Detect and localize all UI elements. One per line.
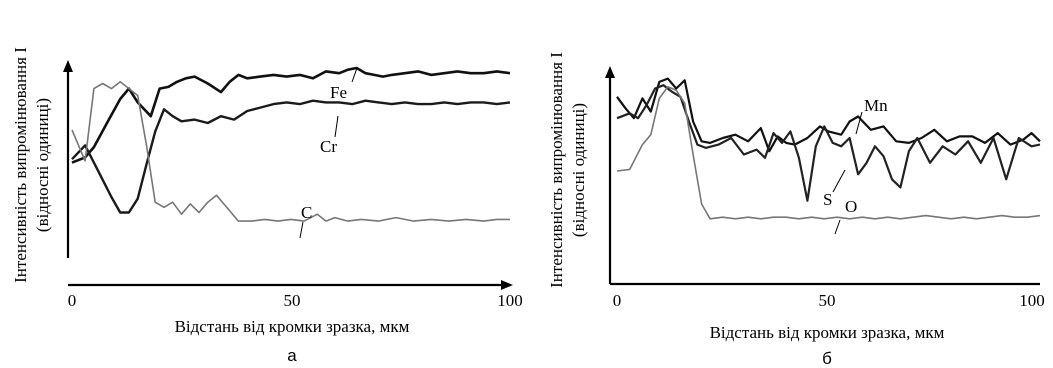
panel-b-leader-mn [856,112,862,134]
panel-b-y-axis-unit-label: (відносні одиниці) [569,103,588,237]
panel-a-chart: Інтенсивність випромінювання І (відносні… [11,47,523,365]
panel-b-label-mn: Mn [864,96,888,115]
panel-a-x-axis-label: Відстань від кромки зразка, мкм [175,317,410,336]
panel-a-y-axis-unit-label: (відносні одиниці) [33,98,52,232]
panel-b-y-axis-label: Інтенсивність випромінювання І [547,52,566,288]
panel-b-leader-o [835,220,840,234]
panel-b-label-s: S [823,190,832,209]
panel-a-x-tick-50: 50 [284,291,301,310]
panel-b-x-tick-0: 0 [613,291,622,310]
panel-b-x-axis-label: Відстань від кромки зразка, мкм [710,323,945,342]
panel-a-y-axis-label: Інтенсивність випромінювання І [11,47,30,283]
panel-b-chart: Інтенсивність випромінювання І (відносні… [547,52,1045,368]
panel-b-y-axis-arrow [605,66,615,78]
panel-b-label: б [822,349,832,368]
panel-b-x-tick-100: 100 [1019,291,1045,310]
panel-a-series-group [72,68,510,221]
panel-a-leader-cr [335,116,338,137]
panel-a-x-axis-arrow [501,280,513,290]
panel-a-label-fe: Fe [330,83,347,102]
panel-b-label-o: O [845,197,857,216]
panel-b-x-tick-50: 50 [819,291,836,310]
panel-a-label-c: C [301,203,312,222]
panel-a-series-cr-line [72,101,510,213]
panel-b-series-mn-line [617,79,1040,152]
panel-a-label: а [287,346,297,365]
panel-a-label-cr: Cr [320,137,337,156]
panel-a-leader-fe [352,68,357,82]
panel-a-y-axis-arrow [63,60,73,72]
panel-a-x-tick-100: 100 [497,291,523,310]
panel-a-leader-c [300,222,303,238]
panel-a-x-tick-0: 0 [68,291,77,310]
panel-b-leader-s [833,170,845,192]
panel-b-series-s-line [617,85,1040,201]
panel-a-series-fe-line [72,68,510,163]
